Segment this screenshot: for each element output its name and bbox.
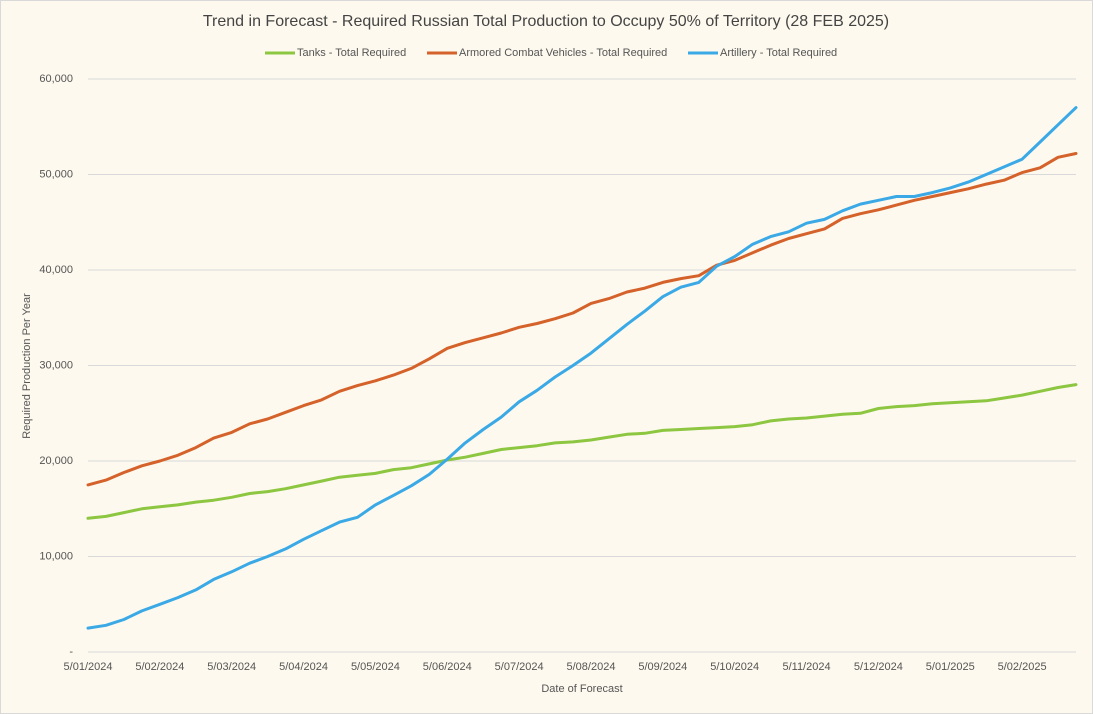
x-tick-label: 5/09/2024 bbox=[638, 661, 687, 673]
x-tick-label: 5/11/2024 bbox=[782, 661, 830, 673]
x-tick-label: 5/02/2025 bbox=[998, 661, 1047, 673]
y-tick-label: 10,000 bbox=[39, 550, 73, 562]
x-axis-label: Date of Forecast bbox=[541, 683, 622, 695]
y-tick-label: 30,000 bbox=[39, 359, 73, 371]
y-tick-label: - bbox=[69, 646, 73, 658]
x-tick-label: 5/08/2024 bbox=[567, 661, 616, 673]
legend-label: Artillery - Total Required bbox=[720, 47, 837, 59]
legend-label: Armored Combat Vehicles - Total Required bbox=[459, 47, 667, 59]
x-tick-label: 5/10/2024 bbox=[710, 661, 759, 673]
y-tick-label: 50,000 bbox=[39, 168, 73, 180]
x-tick-label: 5/07/2024 bbox=[495, 661, 544, 673]
series-line bbox=[86, 106, 1078, 630]
x-tick-label: 5/03/2024 bbox=[207, 661, 256, 673]
series-line bbox=[86, 383, 1078, 520]
y-tick-label: 20,000 bbox=[39, 455, 73, 467]
x-tick-label: 5/02/2024 bbox=[135, 661, 184, 673]
x-tick-label: 5/05/2024 bbox=[351, 661, 400, 673]
y-tick-label: 40,000 bbox=[39, 264, 73, 276]
x-tick-label: 5/12/2024 bbox=[854, 661, 903, 673]
x-tick-label: 5/04/2024 bbox=[279, 661, 328, 673]
x-tick-label: 5/01/2024 bbox=[64, 661, 113, 673]
y-axis-label: Required Production Per Year bbox=[21, 293, 33, 439]
y-tick-label: 60,000 bbox=[39, 73, 73, 85]
x-tick-label: 5/01/2025 bbox=[926, 661, 975, 673]
chart-title: Trend in Forecast - Required Russian Tot… bbox=[203, 13, 889, 30]
legend-label: Tanks - Total Required bbox=[297, 47, 406, 59]
series-line bbox=[86, 152, 1078, 487]
x-tick-label: 5/06/2024 bbox=[423, 661, 472, 673]
